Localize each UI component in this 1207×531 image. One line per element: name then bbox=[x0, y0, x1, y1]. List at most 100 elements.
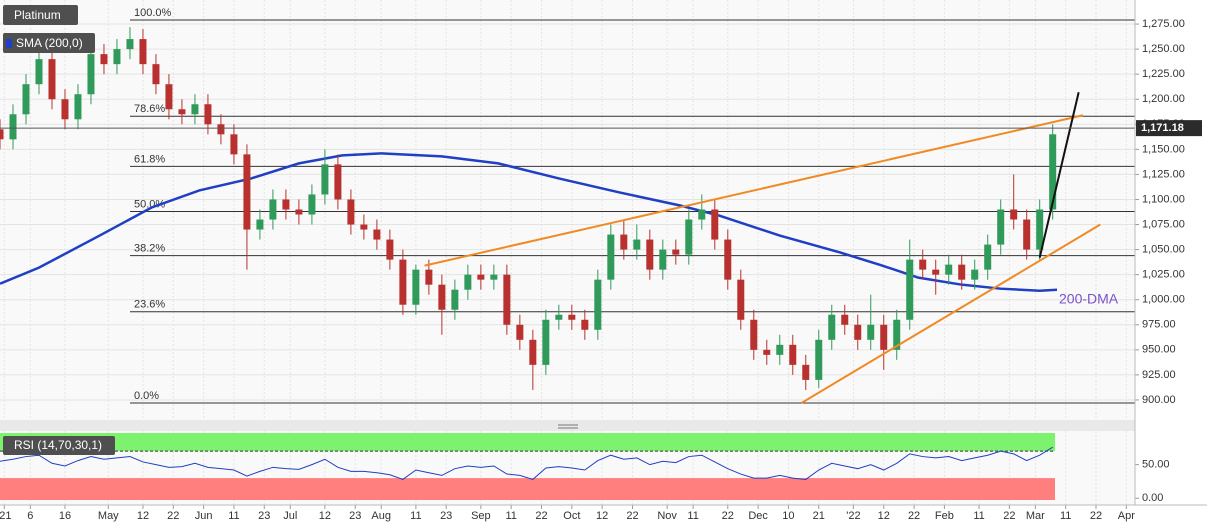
candle-body bbox=[711, 209, 719, 240]
legend-entry: SMA (200,0) bbox=[16, 36, 83, 50]
x-tick-label: Dec bbox=[748, 510, 768, 522]
x-tick-label: Jul bbox=[283, 510, 297, 522]
x-tick-label: 22 bbox=[908, 510, 920, 522]
rsi-line bbox=[0, 446, 1053, 480]
fib-label: 78.6% bbox=[134, 103, 165, 115]
x-tick-label: 12 bbox=[596, 510, 608, 522]
candle-body bbox=[750, 319, 758, 350]
candle-body bbox=[490, 274, 498, 280]
x-tick-label: Oct bbox=[563, 510, 580, 522]
annotation: 200-DMA bbox=[1059, 290, 1119, 306]
y-tick-label: 925.00 bbox=[1142, 369, 1176, 381]
x-tick-label: 22 bbox=[1003, 510, 1015, 522]
rsi-title: RSI (14,70,30,1) bbox=[14, 438, 102, 452]
trend-line bbox=[800, 223, 1101, 404]
y-tick-label: 1,150.00 bbox=[1142, 143, 1185, 155]
candle-body bbox=[516, 324, 524, 340]
x-tick-label: '21 bbox=[0, 510, 12, 522]
x-tick-label: 16 bbox=[59, 510, 71, 522]
candle-body bbox=[776, 344, 784, 355]
x-tick-label: Mar bbox=[1026, 510, 1045, 522]
y-tick-label: 1,200.00 bbox=[1142, 93, 1185, 105]
x-tick-label: 12 bbox=[878, 510, 890, 522]
candle-body bbox=[9, 114, 17, 140]
x-tick-label: 22 bbox=[722, 510, 734, 522]
oversold-band bbox=[0, 478, 1055, 500]
candle-body bbox=[425, 269, 433, 285]
fib-label: 0.0% bbox=[134, 390, 159, 402]
trend-line bbox=[1038, 91, 1080, 258]
candle-body bbox=[243, 154, 251, 230]
candle-body bbox=[828, 314, 836, 340]
candle-body bbox=[945, 264, 953, 275]
candle-body bbox=[282, 199, 290, 210]
x-tick-label: 22 bbox=[1090, 510, 1102, 522]
y-tick-label: 1,125.00 bbox=[1142, 168, 1185, 180]
y-tick-label: 950.00 bbox=[1142, 344, 1176, 356]
candle-body bbox=[373, 229, 381, 240]
candle-body bbox=[503, 274, 511, 325]
candle-body bbox=[399, 259, 407, 305]
candle-body bbox=[815, 339, 823, 380]
candle-body bbox=[152, 64, 160, 85]
y-tick-label: 900.00 bbox=[1142, 394, 1176, 406]
candle-body bbox=[581, 319, 589, 330]
resize-grip[interactable] bbox=[558, 424, 578, 429]
sma-line bbox=[0, 152, 1058, 292]
x-tick-label: 23 bbox=[258, 510, 270, 522]
y-tick-label: 1,275.00 bbox=[1142, 18, 1185, 30]
candle-body bbox=[269, 199, 277, 220]
candle-body bbox=[672, 249, 680, 255]
x-tick-label: '22 bbox=[846, 510, 860, 522]
candle-body bbox=[347, 199, 355, 225]
candle-body bbox=[35, 59, 43, 85]
y-tick-label: 1,025.00 bbox=[1142, 269, 1185, 281]
x-tick-label: 23 bbox=[440, 510, 452, 522]
candle-body bbox=[87, 54, 95, 95]
x-tick-label: Apr bbox=[1118, 510, 1135, 522]
candle-body bbox=[61, 99, 69, 120]
candle-body bbox=[191, 104, 199, 115]
x-tick-label: 11 bbox=[505, 510, 516, 522]
candle-body bbox=[932, 269, 940, 275]
candle-body bbox=[1023, 219, 1031, 250]
fib-label: 61.8% bbox=[134, 153, 165, 165]
candle-body bbox=[763, 349, 771, 355]
candle-body bbox=[217, 124, 225, 135]
x-tick-label: 23 bbox=[349, 510, 361, 522]
candle-body bbox=[737, 279, 745, 320]
candle-body bbox=[997, 209, 1005, 245]
price-panel bbox=[0, 0, 1135, 420]
candle-body bbox=[464, 274, 472, 290]
candle-body bbox=[100, 54, 108, 65]
candle-body bbox=[633, 239, 641, 250]
candle-body bbox=[178, 109, 186, 115]
candle-body bbox=[1010, 209, 1018, 220]
candle-body bbox=[919, 259, 927, 270]
y-tick-label: 1,000.00 bbox=[1142, 294, 1185, 306]
candle-body bbox=[646, 239, 654, 270]
candle-body bbox=[321, 164, 329, 195]
candle-body bbox=[594, 279, 602, 330]
x-tick-label: 10 bbox=[782, 510, 794, 522]
candle-body bbox=[48, 59, 56, 100]
candle-body bbox=[555, 314, 563, 320]
candle-body bbox=[360, 224, 368, 230]
candle-body bbox=[698, 209, 706, 220]
candle-body bbox=[204, 104, 212, 125]
candle-body bbox=[1036, 209, 1044, 250]
y-tick-label: 975.00 bbox=[1142, 319, 1176, 331]
x-tick-label: Jun bbox=[195, 510, 213, 522]
y-tick-label: 1,050.00 bbox=[1142, 244, 1185, 256]
y-tick-label: 1,100.00 bbox=[1142, 193, 1185, 205]
x-tick-label: 21 bbox=[813, 510, 825, 522]
candle-body bbox=[334, 164, 342, 200]
candle-body bbox=[165, 84, 173, 110]
x-tick-label: 11 bbox=[687, 510, 698, 522]
y-tick-label: 1,250.00 bbox=[1142, 43, 1185, 55]
candle-body bbox=[620, 234, 628, 250]
candle-body bbox=[984, 244, 992, 270]
x-tick-label: 12 bbox=[137, 510, 149, 522]
candle-body bbox=[451, 289, 459, 310]
